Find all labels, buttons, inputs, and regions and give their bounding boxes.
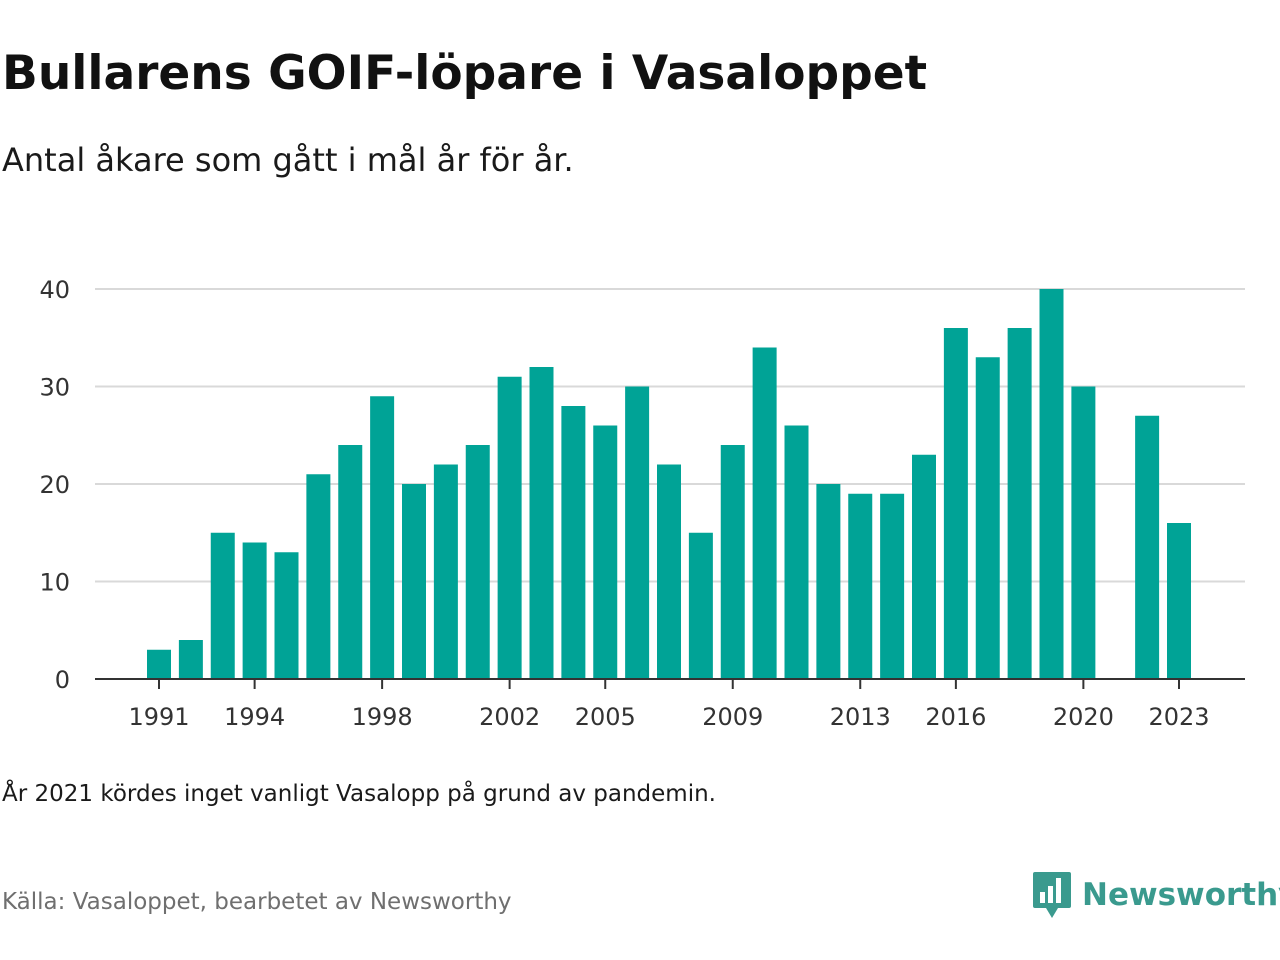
bar-2010 <box>752 347 777 679</box>
bar-1999 <box>402 484 426 679</box>
brand-name: Newsworthy <box>1082 877 1280 913</box>
chart-note: År 2021 kördes inget vanligt Vasalopp på… <box>2 781 716 807</box>
bars <box>147 289 1191 679</box>
bar-2004 <box>561 406 586 679</box>
bar-2005 <box>593 425 618 679</box>
x-tick-label: 2002 <box>479 703 540 731</box>
bar-2003 <box>529 367 554 679</box>
bar-2018 <box>1007 328 1032 679</box>
bar-2022 <box>1135 415 1160 679</box>
bar-1998 <box>370 396 395 679</box>
y-tick-label: 30 <box>39 374 70 402</box>
bar-2000 <box>433 464 458 679</box>
bar-1994 <box>242 542 267 679</box>
bar-1991 <box>147 649 171 679</box>
bar-2020 <box>1071 386 1096 679</box>
newsworthy-logo: Newsworthy <box>1032 870 1280 920</box>
chart-subtitle: Antal åkare som gått i mål år för år. <box>2 141 574 179</box>
bar-2019 <box>1039 289 1064 679</box>
bar-1992 <box>178 640 203 679</box>
source-credit: Källa: Vasaloppet, bearbetet av Newswort… <box>2 889 512 915</box>
x-tick-label: 1994 <box>224 703 285 731</box>
bar-2008 <box>688 532 713 679</box>
bar-2014 <box>880 493 905 679</box>
y-tick-label: 10 <box>39 569 70 597</box>
y-tick-label: 40 <box>39 276 70 304</box>
bar-1993 <box>210 532 235 679</box>
bar-2007 <box>657 464 681 679</box>
bar-1995 <box>274 552 299 679</box>
x-tick-label: 2020 <box>1053 703 1114 731</box>
bar-1996 <box>306 474 331 679</box>
y-tick-label: 20 <box>39 471 70 499</box>
bar-2009 <box>720 445 745 679</box>
x-tick-label: 2013 <box>830 703 891 731</box>
y-tick-label: 0 <box>55 666 70 694</box>
x-tick-label: 2023 <box>1148 703 1209 731</box>
bar-2006 <box>625 386 650 679</box>
x-tick-label: 2016 <box>925 703 986 731</box>
bar-2013 <box>848 493 873 679</box>
bar-chart-speech-bubble-icon <box>1033 872 1071 918</box>
bar-2016 <box>943 328 968 679</box>
bar-1997 <box>338 445 363 679</box>
bar-2023 <box>1167 523 1191 679</box>
chart-title: Bullarens GOIF-löpare i Vasaloppet <box>2 46 928 101</box>
bar-2011 <box>784 425 809 679</box>
bar-2017 <box>975 357 1000 679</box>
x-tick-label: 2005 <box>575 703 636 731</box>
bar-2012 <box>816 484 841 679</box>
axes: 0 10 20 30 40 1991 1994 1998 2002 2005 2009 2013 201… <box>39 276 1245 731</box>
bar-2001 <box>465 445 490 679</box>
bar-2015 <box>912 454 936 679</box>
bar-2002 <box>497 376 522 679</box>
x-tick-label: 2009 <box>702 703 763 731</box>
x-tick-label: 1991 <box>128 703 189 731</box>
x-tick-label: 1998 <box>352 703 413 731</box>
